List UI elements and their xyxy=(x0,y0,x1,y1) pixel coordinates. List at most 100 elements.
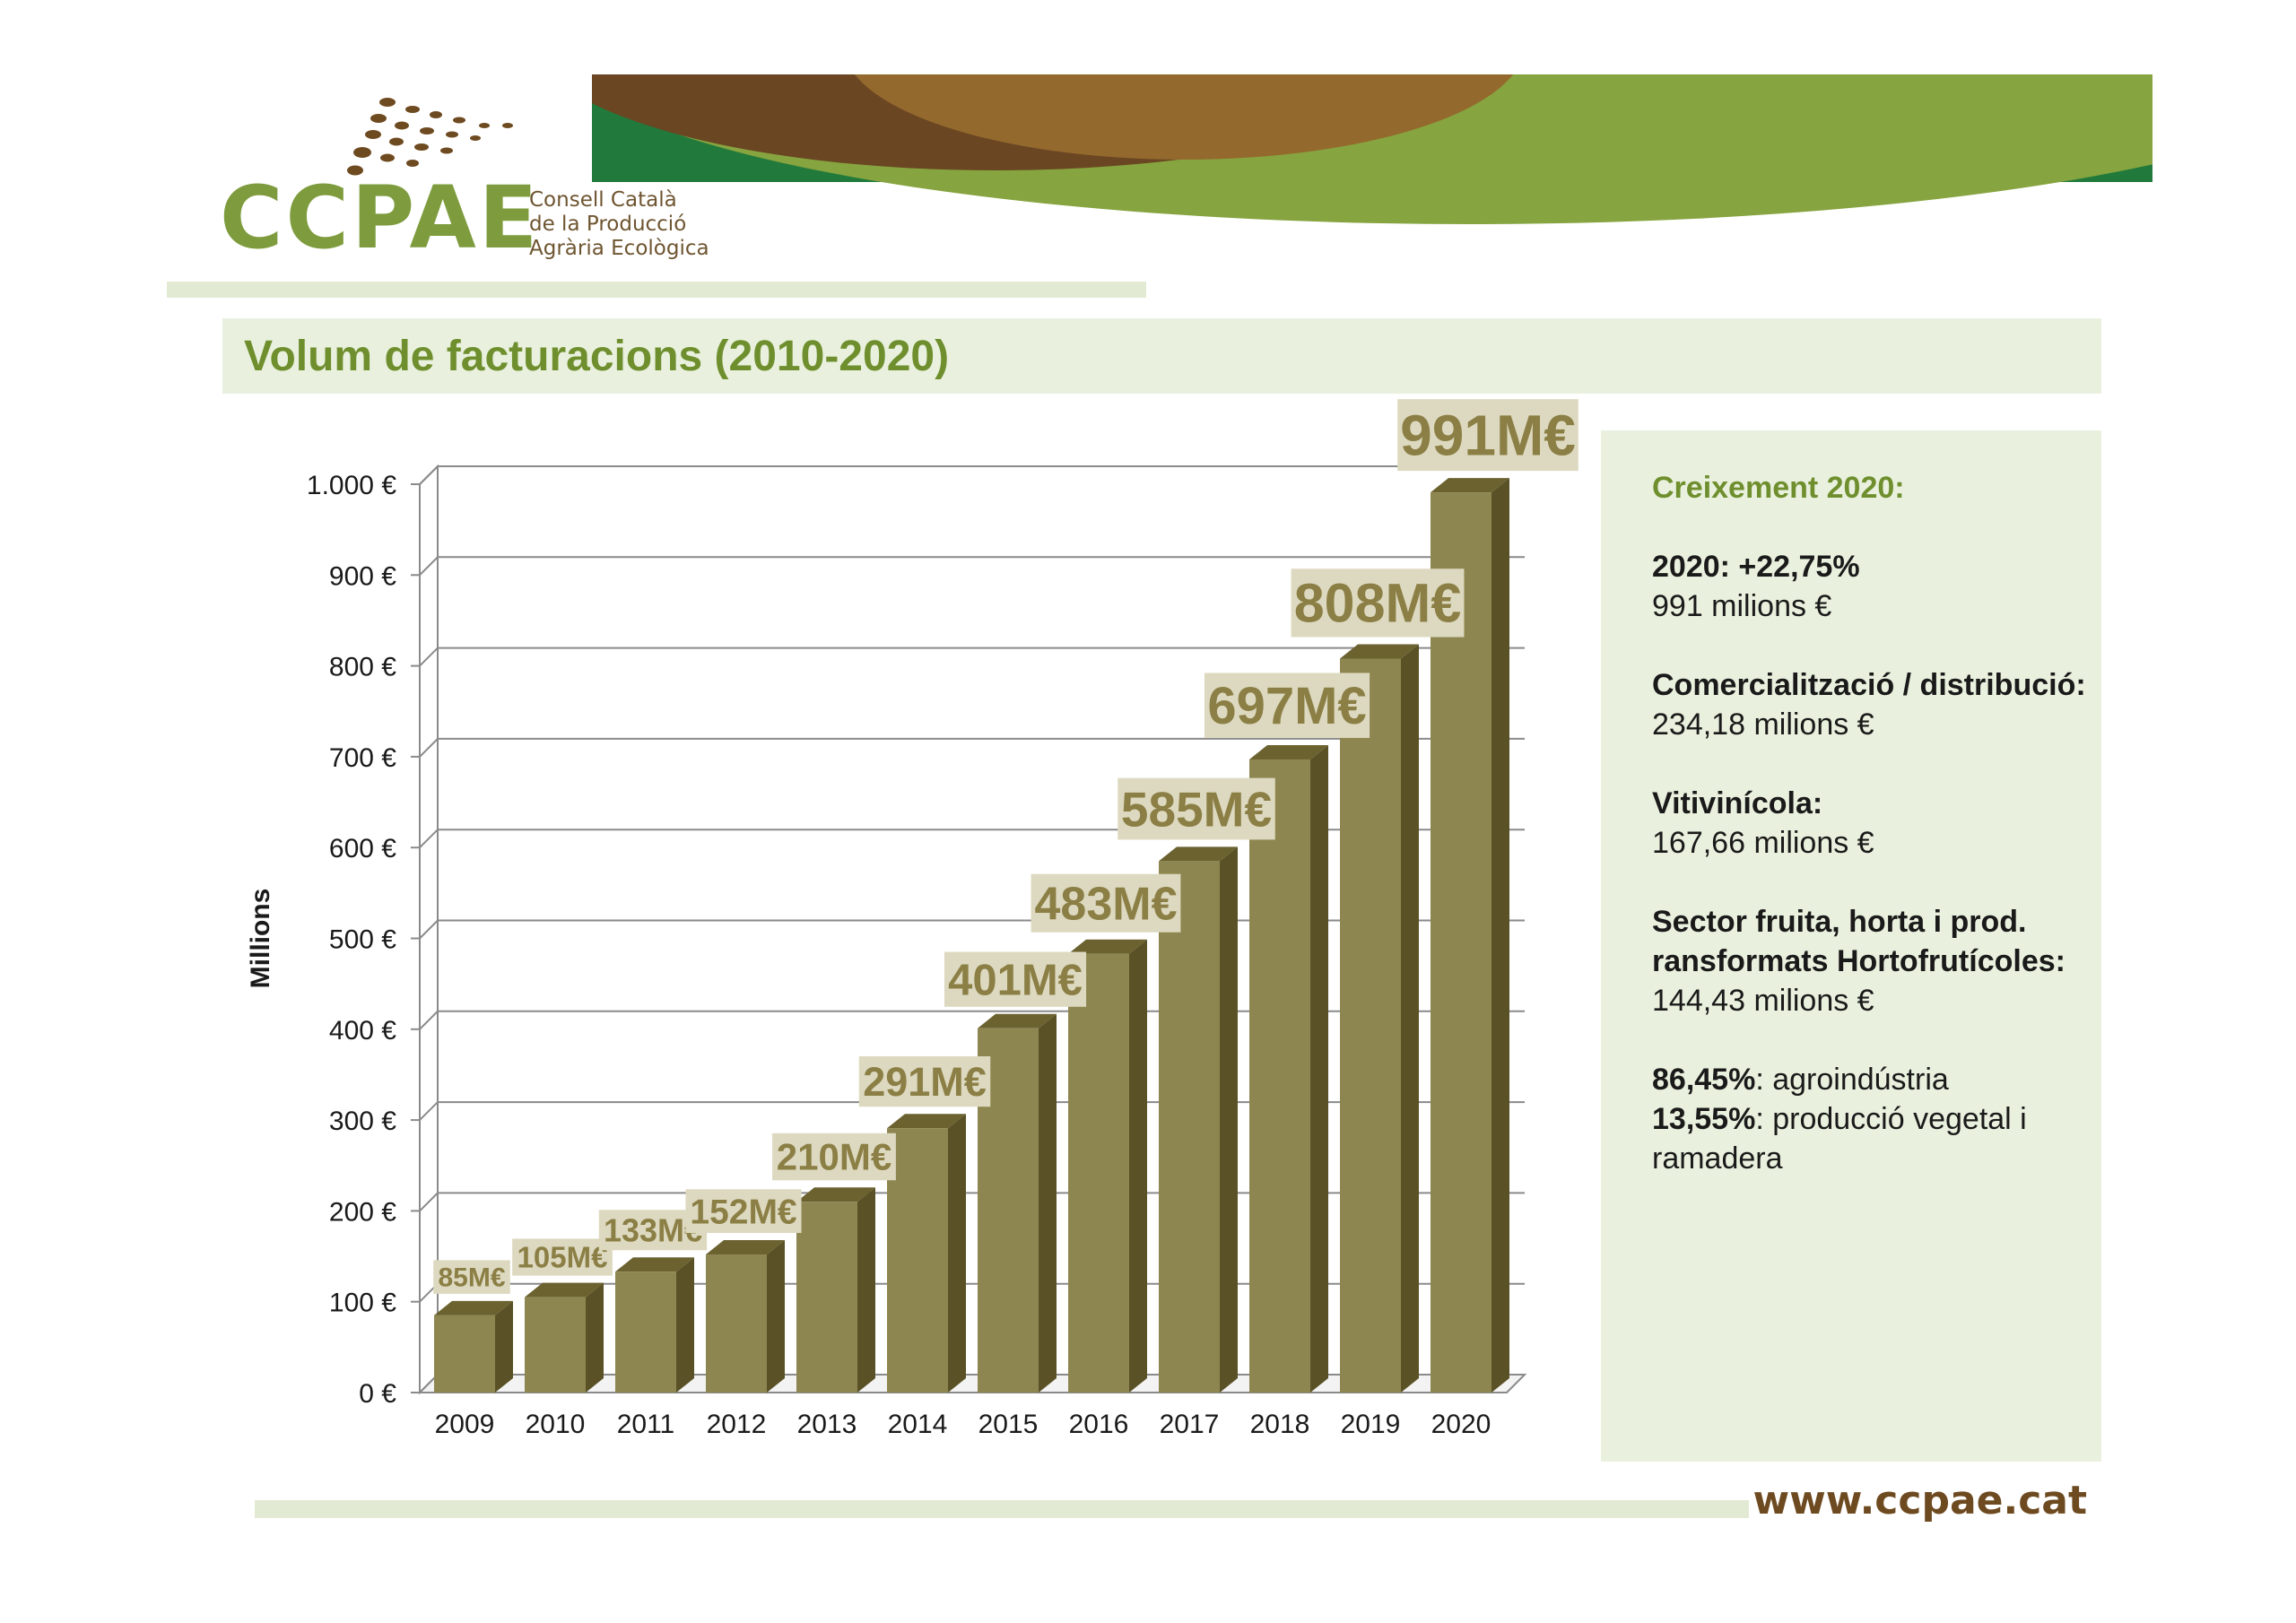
y-tick-label: 1.000 € xyxy=(307,471,396,500)
bar-top xyxy=(978,1013,1057,1028)
x-tick-label: 2017 xyxy=(1160,1410,1220,1439)
data-label: 85M€ xyxy=(438,1263,505,1293)
data-label: 697M€ xyxy=(1207,677,1366,735)
data-label-box xyxy=(1291,568,1465,638)
data-label: 152M€ xyxy=(690,1193,796,1231)
bar-top xyxy=(615,1257,694,1272)
revenue-chart: 0 € 100 € 200 € 300 € 400 € 500 € 600 € 700 € 80… xyxy=(246,399,1578,1439)
brand-subtitle-line-3: Agrària Ecològica xyxy=(529,237,709,260)
bar-side xyxy=(676,1257,694,1393)
data-label-box xyxy=(858,1055,991,1107)
info-panel-content: Creixement 2020: 2020: +22,75% 991 milio… xyxy=(1652,468,2092,1178)
bar-side xyxy=(1492,478,1509,1393)
y-tick-label: 500 € xyxy=(329,925,396,955)
x-tick-label: 2013 xyxy=(797,1410,857,1439)
info-block-value: 144,43 milions € xyxy=(1652,984,1874,1018)
brand-acronym: CCPAE xyxy=(220,168,541,268)
data-label-box xyxy=(1204,673,1370,738)
bar xyxy=(706,1254,767,1393)
info-block-title: Vitivinícola: xyxy=(1652,786,1823,820)
x-tick-label: 2015 xyxy=(978,1410,1039,1439)
data-label: 808M€ xyxy=(1294,573,1462,634)
bar-top xyxy=(1431,478,1509,493)
bar-side xyxy=(1039,1013,1057,1393)
split-label: : producció vegetal i ramadera xyxy=(1652,1102,2027,1176)
info-block-wine: Vitivinícola: 167,66 milions € xyxy=(1652,784,2092,863)
website-url[interactable]: www.ccpae.cat xyxy=(1752,1478,2087,1523)
bar-top xyxy=(1159,846,1238,862)
bar-side xyxy=(1129,939,1147,1393)
title-band xyxy=(222,318,2101,394)
data-label: 401M€ xyxy=(948,956,1083,1004)
info-block-fruit: Sector fruita, horta i prod. ransformats… xyxy=(1652,902,2092,1020)
data-label-box xyxy=(772,1133,896,1181)
y-tick-label: 600 € xyxy=(329,834,396,864)
bar xyxy=(525,1297,586,1393)
y-tick-label: 100 € xyxy=(329,1289,396,1318)
y-tick-label: 300 € xyxy=(329,1107,396,1136)
data-label: 210M€ xyxy=(777,1136,891,1178)
bar xyxy=(796,1202,857,1393)
footer-rule xyxy=(255,1500,1749,1518)
bar-top xyxy=(434,1300,513,1315)
data-label-box xyxy=(944,951,1087,1007)
x-tick-label: 2020 xyxy=(1431,1410,1492,1439)
data-label-box xyxy=(1031,873,1181,933)
info-heading: Creixement 2020: xyxy=(1652,471,1905,505)
bar-top xyxy=(706,1240,785,1255)
y-tick-label: 200 € xyxy=(329,1197,396,1227)
bar-side xyxy=(767,1240,785,1393)
x-tick-label: 2018 xyxy=(1250,1410,1310,1439)
info-block-title: Sector fruita, horta i prod. ransformats… xyxy=(1652,905,2066,978)
x-tick-label: 2019 xyxy=(1341,1410,1401,1439)
split-pct: 13,55% xyxy=(1652,1102,1756,1136)
info-block-value: 991 milions € xyxy=(1652,589,1832,623)
info-split-line-2: 13,55%: producció vegetal i ramadera xyxy=(1652,1099,2092,1178)
header-decoration xyxy=(347,74,2152,224)
info-block-value: 167,66 milions € xyxy=(1652,826,1874,860)
data-label-box xyxy=(433,1260,510,1294)
gridline xyxy=(419,737,1525,758)
gridline xyxy=(419,465,1525,485)
data-label-box xyxy=(1397,399,1578,472)
header-band-brown-light xyxy=(854,74,1514,160)
bar xyxy=(887,1128,948,1393)
bar-side xyxy=(1310,744,1328,1393)
bar xyxy=(1249,759,1310,1393)
bar xyxy=(1340,658,1401,1393)
bar-top xyxy=(1249,744,1328,759)
info-panel xyxy=(1601,430,2101,1462)
x-tick-label: 2010 xyxy=(526,1410,586,1439)
data-label-box xyxy=(1118,777,1275,840)
y-axis-title: Millions xyxy=(246,889,275,989)
info-block-value: 234,18 milions € xyxy=(1652,707,1874,742)
info-split-line-1: 86,45%: agroindústria xyxy=(1652,1060,2092,1099)
brand-subtitle: Consell Català de la Producció Agrària E… xyxy=(529,188,709,261)
bar-side xyxy=(1401,644,1419,1393)
bar-top xyxy=(525,1282,604,1298)
bar-top xyxy=(887,1114,966,1129)
info-split: 86,45%: agroindústria 13,55%: producció … xyxy=(1652,1060,2092,1178)
info-block-growth: 2020: +22,75% 991 milions € xyxy=(1652,547,2092,626)
y-tick-label: 400 € xyxy=(329,1016,396,1046)
data-label: 585M€ xyxy=(1121,781,1272,837)
data-label-box xyxy=(512,1238,613,1276)
x-tick-label: 2016 xyxy=(1069,1410,1129,1439)
header-rule xyxy=(167,282,1146,298)
data-label: 991M€ xyxy=(1400,404,1576,468)
bar-top xyxy=(1068,939,1147,954)
info-block-distribution: Comercialització / distribució: 234,18 m… xyxy=(1652,665,2092,744)
split-pct: 86,45% xyxy=(1652,1063,1756,1097)
brand-subtitle-line-1: Consell Català xyxy=(529,188,677,212)
y-tick-label: 0 € xyxy=(359,1379,396,1409)
bar xyxy=(615,1271,676,1393)
bar-side xyxy=(948,1114,966,1393)
bar-top xyxy=(796,1187,875,1202)
bar xyxy=(1159,861,1220,1393)
page-title: Volum de facturacions (2010-2020) xyxy=(244,333,950,380)
x-tick-label: 2009 xyxy=(435,1410,495,1439)
bar-top xyxy=(1340,644,1419,659)
split-label: : agroindústria xyxy=(1755,1063,1949,1097)
y-tick-label: 700 € xyxy=(329,743,396,773)
x-tick-label: 2012 xyxy=(707,1410,767,1439)
